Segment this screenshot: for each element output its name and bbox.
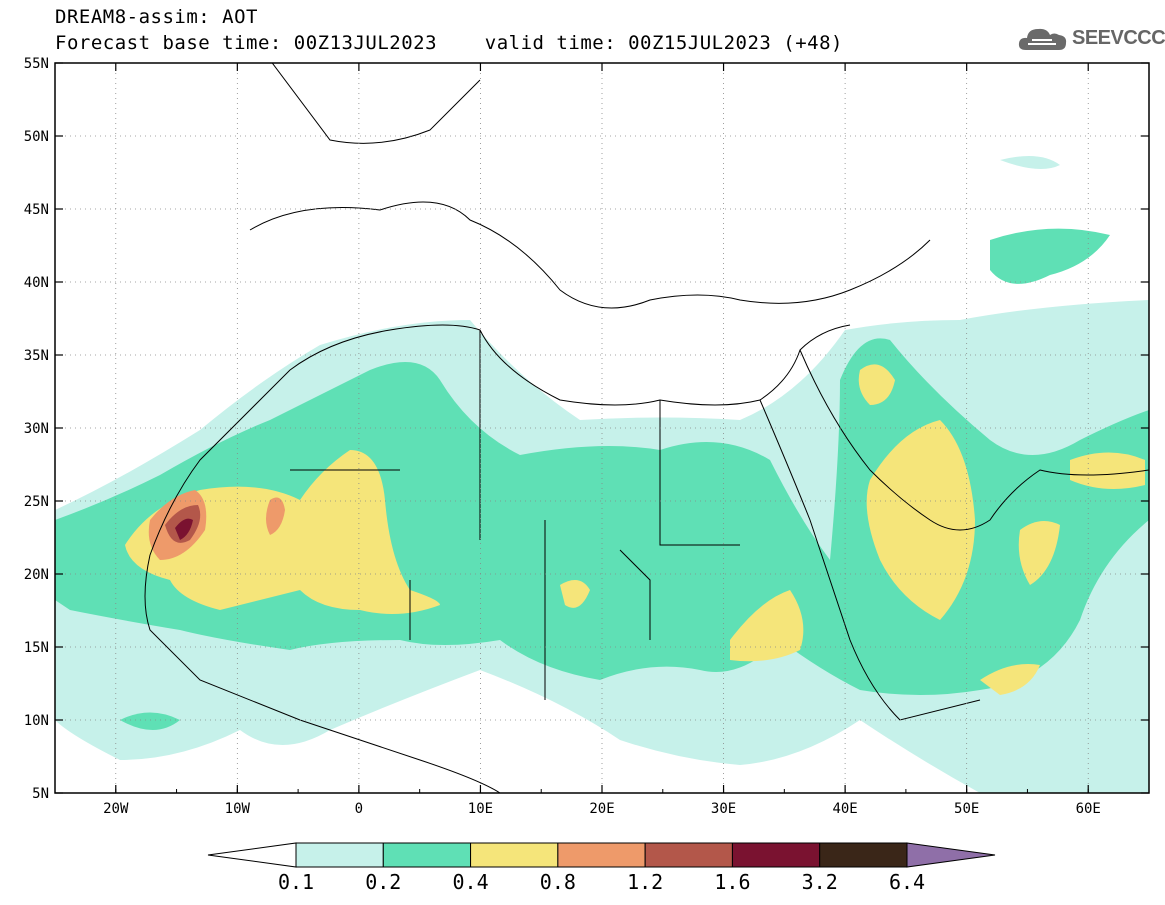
colorbar-segment: [470, 842, 559, 868]
lat-tick-label: 45N: [24, 202, 49, 218]
lon-tick-label: 10W: [225, 801, 251, 817]
lat-tick-label: 15N: [24, 640, 49, 656]
colorbar-segment: [731, 842, 821, 868]
title-line-2: Forecast base time: 00Z13JUL2023 valid t…: [55, 32, 843, 54]
lat-tick-label: 30N: [24, 421, 49, 437]
lat-tick-label: 5N: [32, 786, 49, 802]
lat-tick-label: 40N: [24, 275, 49, 291]
latitude-axis: 5N 10N 15N 20N 25N 30N 35N 40N 45N 50N 55N: [24, 56, 1149, 802]
coastlines: [144, 63, 1149, 793]
lat-tick-label: 50N: [24, 129, 49, 145]
lat-tick-label: 35N: [24, 348, 49, 364]
colorbar-label: 1.2: [627, 870, 663, 894]
longitude-axis: 20W 10W 0 10E 20E 30E 40E 50E 60E: [54, 63, 1150, 817]
cloud-icon: [1018, 28, 1067, 50]
seevccc-logo: SEEVCCC: [1016, 24, 1165, 56]
lon-tick-label: 30E: [711, 801, 736, 817]
colorbar-label: 0.1: [278, 870, 314, 894]
colorbar-label: 3.2: [802, 870, 838, 894]
colorbar-label: 0.2: [365, 870, 401, 894]
colorbar-low-arrow: [207, 842, 297, 868]
lat-tick-label: 55N: [24, 56, 49, 72]
lon-tick-label: 60E: [1076, 801, 1101, 817]
colorbar-label: 1.6: [714, 870, 750, 894]
colorbar-label: 6.4: [889, 870, 925, 894]
colorbar-label: 0.4: [453, 870, 489, 894]
colorbar-segment: [644, 842, 733, 868]
logo-text: SEEVCCC: [1072, 27, 1165, 49]
lat-tick-label: 25N: [24, 494, 49, 510]
colorbar-segment: [295, 842, 384, 868]
lon-tick-label: 10E: [468, 801, 493, 817]
colorbar-segment: [557, 842, 646, 868]
colorbar: 0.1 0.2 0.4 0.8 1.2 1.6 3.2 6.4: [207, 842, 996, 894]
colorbar-high-arrow: [906, 842, 996, 868]
colorbar-segment: [382, 842, 472, 868]
lon-tick-label: 40E: [832, 801, 857, 817]
title-line-1: DREAM8-assim: AOT: [55, 6, 258, 28]
colorbar-segment: [819, 842, 908, 868]
lon-tick-label: 20W: [103, 801, 129, 817]
lat-tick-label: 20N: [24, 567, 49, 583]
lon-tick-label: 20E: [589, 801, 614, 817]
aot-field: [55, 156, 1149, 793]
colorbar-label: 0.8: [540, 870, 576, 894]
lon-tick-label: 0: [355, 801, 363, 817]
lon-tick-label: 50E: [954, 801, 979, 817]
lat-tick-label: 10N: [24, 713, 49, 729]
